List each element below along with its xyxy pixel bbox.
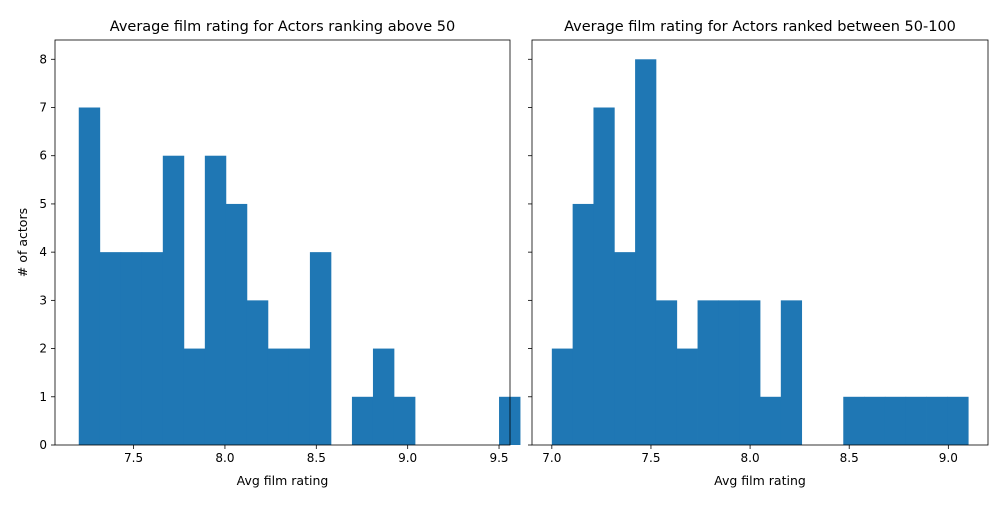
histogram-bar	[309, 252, 332, 445]
histogram-bar	[864, 396, 886, 445]
histogram-bar	[884, 396, 907, 445]
x-tick-label: 8.0	[215, 451, 234, 465]
y-tick-label: 5	[39, 197, 47, 211]
chart-panel-2: 7.0 7.5 8.0 8.5 9.0 Average film rating for A…	[528, 19, 989, 488]
histogram-bar	[947, 396, 969, 445]
histogram-bar	[551, 348, 574, 445]
x-axis-label: Avg film rating	[237, 473, 329, 488]
y-tick-label: 2	[39, 342, 47, 356]
x-tick-label: 9.5	[489, 451, 508, 465]
histogram-bar	[288, 348, 311, 445]
histogram-bar	[204, 155, 227, 445]
histogram-bar	[760, 396, 782, 445]
histogram-bar	[246, 300, 269, 445]
y-tick-label: 7	[39, 101, 47, 115]
histogram-bar	[120, 252, 143, 445]
y-tick-label: 4	[39, 245, 47, 259]
x-tick-label: 9.0	[939, 451, 958, 465]
chart-title: Average film rating for Actors ranked be…	[564, 19, 956, 35]
histogram-bar	[780, 300, 803, 445]
histogram-bar	[697, 300, 719, 445]
histogram-bar	[593, 107, 615, 445]
x-tick-label: 8.5	[840, 451, 859, 465]
x-axis-label: Avg film rating	[714, 473, 806, 488]
histogram-bar	[267, 348, 290, 445]
x-tick-label: 7.0	[542, 451, 561, 465]
chart-panel-1: 7.5 8.0 8.5 9.0 9.5 0 1 2 3 4 5 6 7 8 Average film rat…	[15, 19, 521, 488]
y-tick-label: 3	[39, 293, 47, 307]
x-tick-label: 9.0	[398, 451, 417, 465]
y-tick-label: 8	[39, 52, 47, 66]
y-tick-label: 0	[39, 438, 47, 452]
histogram-bar	[718, 300, 740, 445]
histogram-bar	[635, 59, 657, 445]
histogram-bar	[372, 348, 395, 445]
histogram-bar	[739, 300, 761, 445]
histogram-bar	[614, 252, 636, 445]
y-axis-label: # of actors	[15, 208, 30, 277]
chart-title: Average film rating for Actors ranking a…	[110, 19, 455, 35]
histogram-bar	[393, 396, 416, 445]
histogram-bar	[676, 348, 698, 445]
y-tick-label: 1	[39, 390, 47, 404]
histogram-bar	[655, 300, 678, 445]
histogram-bar	[141, 252, 164, 445]
histogram-bar	[225, 203, 248, 445]
histogram-bar	[162, 155, 185, 445]
histogram-bar	[351, 396, 374, 445]
histogram-bar	[843, 396, 865, 445]
x-tick-label: 7.5	[641, 451, 660, 465]
x-tick-label: 7.5	[124, 451, 143, 465]
histogram-bar	[905, 396, 927, 445]
histogram-bar	[78, 107, 101, 445]
x-tick-label: 8.0	[741, 451, 760, 465]
x-tick-label: 8.5	[307, 451, 326, 465]
histogram-bar	[183, 348, 206, 445]
histogram-bar	[572, 203, 594, 445]
plot-frame	[531, 39, 989, 446]
plot-frame	[54, 39, 511, 446]
histogram-bar	[926, 396, 948, 445]
y-tick-label: 6	[39, 149, 47, 163]
histogram-bar	[99, 252, 122, 445]
